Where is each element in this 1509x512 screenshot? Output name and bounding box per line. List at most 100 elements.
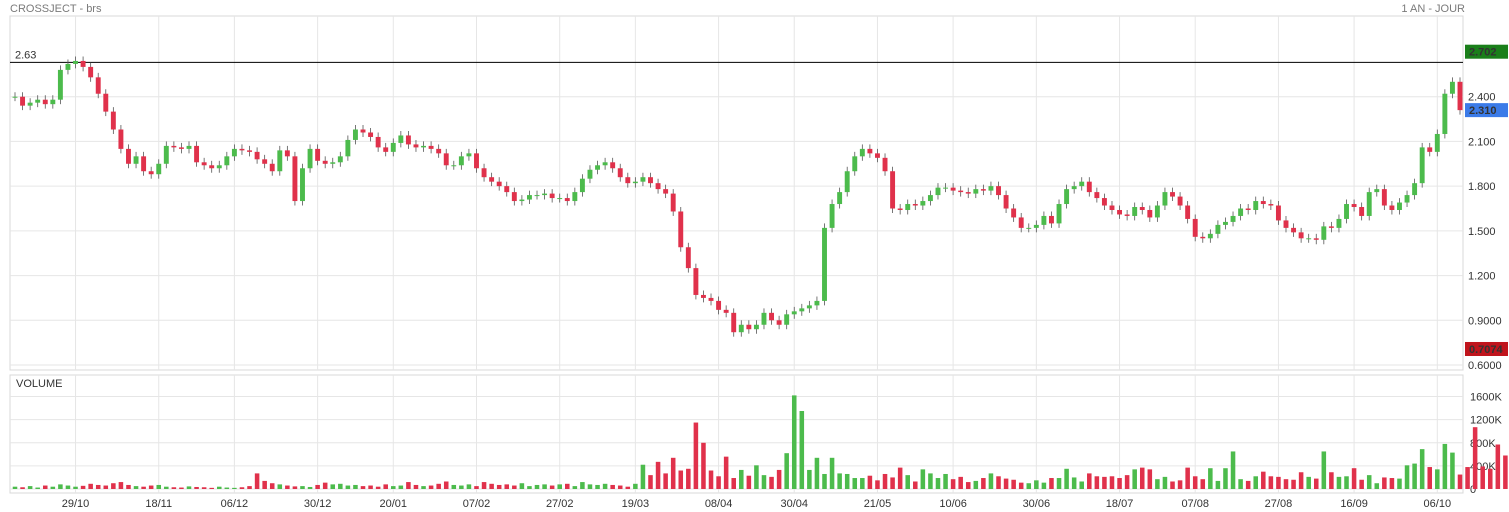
x-tick-label: 30/06	[1023, 498, 1051, 510]
candle-body	[1041, 215, 1047, 225]
volume-bar	[670, 457, 676, 489]
volume-bar	[791, 395, 797, 489]
candle-body	[534, 195, 540, 197]
volume-bar	[1087, 473, 1092, 489]
volume-bar	[890, 477, 895, 489]
candle-body	[542, 193, 548, 196]
volume-bar	[595, 484, 600, 489]
volume-bar	[307, 486, 313, 489]
candle-body	[1412, 183, 1418, 196]
volume-bar	[1011, 479, 1016, 489]
volume-bar	[436, 483, 441, 489]
candle-body	[171, 145, 177, 148]
volume-bar	[1412, 463, 1417, 489]
candle-body	[943, 187, 949, 189]
candle-body	[1071, 186, 1077, 190]
volume-bar	[65, 485, 71, 489]
candle-body	[791, 311, 797, 315]
candle-body	[322, 160, 328, 164]
candle-body	[1215, 224, 1221, 234]
volume-bar	[1132, 469, 1137, 489]
volume-bar	[1041, 482, 1047, 489]
volume-bar	[474, 486, 479, 489]
volume-bar	[1139, 467, 1145, 489]
candle-body	[897, 208, 903, 210]
volume-bar	[686, 468, 691, 489]
volume-bar	[602, 483, 608, 489]
volume-bar	[678, 470, 684, 489]
candle-body	[595, 165, 600, 170]
volume-bar	[1185, 467, 1190, 489]
candle-body	[481, 168, 487, 178]
candle-body	[670, 193, 676, 212]
volume-bar	[42, 485, 48, 489]
reference-line-label: 2.63	[15, 49, 36, 61]
volume-bar	[1147, 469, 1153, 489]
candle-body	[148, 171, 154, 175]
price-marker-label: 0.7074	[1469, 344, 1504, 356]
volume-bar	[1480, 466, 1485, 489]
volume-bar	[1155, 479, 1160, 489]
volume-bar	[406, 482, 411, 489]
candle-body	[693, 268, 699, 295]
y-tick-label: 0.9000	[1468, 315, 1502, 327]
x-tick-label: 08/04	[705, 498, 733, 510]
candle-body	[1079, 181, 1085, 187]
volume-bar	[1313, 478, 1319, 489]
candle-body	[292, 156, 298, 202]
candle-body	[496, 181, 502, 187]
volume-bar	[542, 484, 547, 489]
candle-body	[284, 150, 290, 157]
candle-body	[685, 247, 691, 269]
candle-body	[474, 153, 479, 169]
candle-body	[1344, 204, 1349, 219]
candle-body	[413, 144, 419, 148]
candle-body	[980, 189, 986, 191]
volume-bar	[1018, 482, 1024, 489]
candle-body	[1336, 218, 1342, 228]
candle-body	[1457, 81, 1463, 111]
volume-bar	[981, 478, 986, 489]
volume-bar	[383, 484, 388, 489]
x-tick-label: 07/02	[463, 498, 491, 510]
volume-bar	[466, 484, 472, 489]
candle-body	[390, 142, 396, 152]
volume-bar	[617, 485, 623, 489]
candle-body	[557, 198, 563, 200]
volume-bar	[88, 483, 93, 489]
volume-bar	[655, 461, 661, 489]
candle-body	[436, 148, 442, 154]
candle-body	[1389, 205, 1395, 210]
volume-bar	[504, 484, 510, 489]
volume-bar	[1102, 476, 1107, 489]
candle-body	[12, 96, 18, 98]
candle-body	[1026, 227, 1032, 229]
candle-body	[300, 168, 305, 202]
candle-body	[579, 178, 585, 193]
candle-body	[1147, 209, 1153, 218]
candle-body	[209, 165, 215, 169]
x-tick-label: 30/04	[780, 498, 808, 510]
volume-bar	[1245, 480, 1251, 489]
candle-body	[239, 148, 245, 151]
volume-bar	[580, 482, 585, 489]
volume-bar	[1487, 468, 1493, 489]
volume-bar	[1457, 474, 1463, 489]
candle-body	[935, 187, 941, 196]
candle-body	[1124, 214, 1130, 216]
volume-bar	[194, 486, 199, 489]
candle-body	[519, 199, 525, 202]
volume-bar	[640, 464, 646, 489]
candle-body	[443, 153, 449, 166]
candle-body	[1094, 192, 1100, 199]
volume-bar	[148, 485, 154, 489]
price-panel-frame	[9, 15, 1464, 371]
volume-bar	[443, 481, 449, 489]
volume-bar	[996, 476, 1001, 489]
volume-bar	[368, 485, 373, 489]
candle-body	[231, 148, 237, 157]
volume-bar	[723, 456, 729, 489]
volume-panel-frame	[9, 374, 1464, 494]
x-tick-label: 29/10	[62, 498, 90, 510]
candle-body	[1223, 221, 1228, 225]
